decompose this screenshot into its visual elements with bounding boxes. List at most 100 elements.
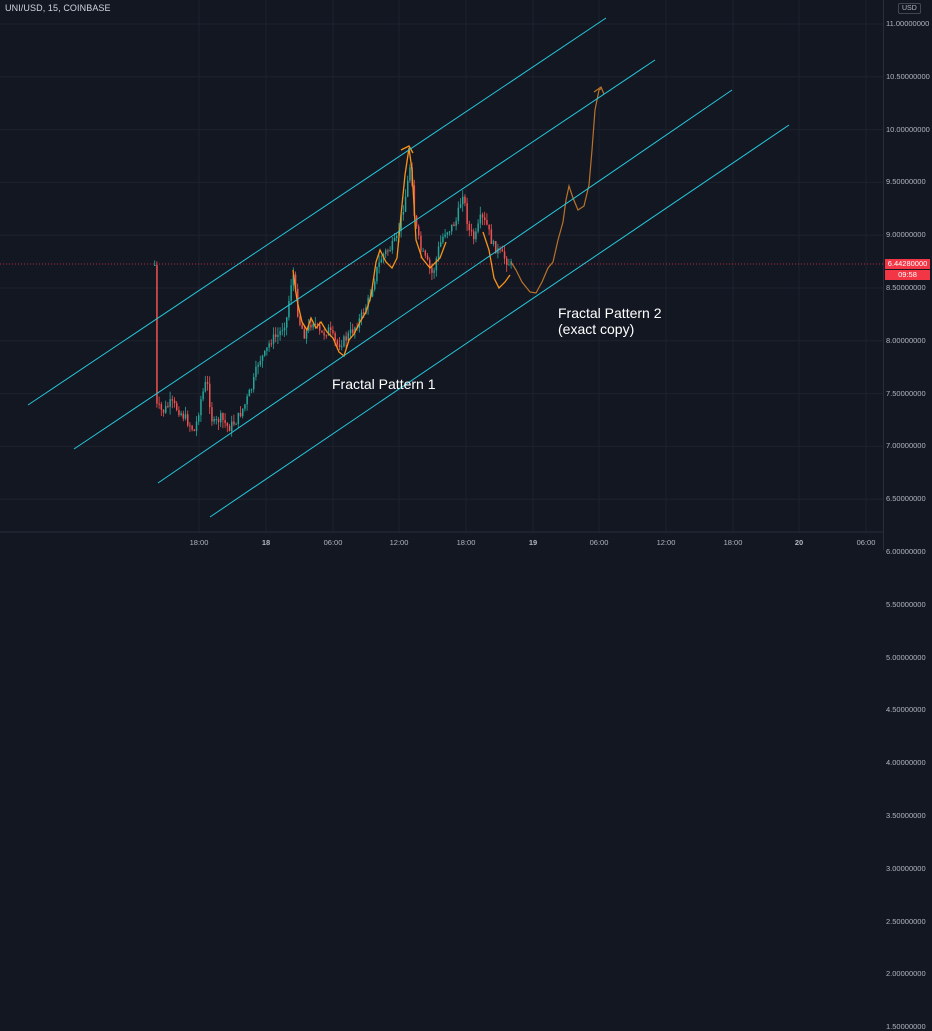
- price-tick: 5.50000000: [886, 599, 926, 609]
- candle-body: [248, 389, 251, 397]
- candle-body: [455, 220, 457, 226]
- candle-body: [466, 203, 468, 224]
- candle-body: [235, 423, 237, 425]
- drawings: [292, 86, 605, 358]
- candle-body: [323, 332, 325, 336]
- candle-body: [292, 274, 295, 286]
- price-tick: 5.00000000: [886, 652, 926, 662]
- candle-body: [387, 250, 389, 252]
- candle-body: [435, 258, 438, 271]
- candle-body: [180, 413, 182, 416]
- candle-body: [437, 246, 440, 259]
- candle-body: [242, 408, 244, 417]
- candle-body: [283, 327, 286, 331]
- candle-body: [380, 259, 383, 263]
- candle-body: [503, 251, 506, 259]
- price-tick: 4.00000000: [886, 758, 926, 768]
- price-tick: 2.00000000: [886, 969, 926, 979]
- candle-body: [424, 250, 427, 256]
- time-tick: 18:00: [456, 538, 476, 547]
- currency-badge[interactable]: USD: [898, 3, 921, 14]
- fractal-pattern-2-projection: [510, 87, 603, 294]
- candle-body: [301, 324, 303, 329]
- fractal-pattern-2-sublabel[interactable]: (exact copy): [558, 321, 635, 337]
- candle-body: [191, 425, 193, 430]
- candle-body: [440, 242, 442, 247]
- candle-body: [347, 333, 350, 341]
- candle-body: [277, 335, 279, 337]
- candle-body: [259, 360, 262, 365]
- channel-line-4: [209, 124, 790, 518]
- projection-arrow-icon: [593, 86, 605, 95]
- candle-body: [198, 415, 200, 422]
- candle-body: [290, 285, 292, 301]
- candle-body: [407, 180, 409, 197]
- candle-body: [473, 231, 475, 240]
- candle-body: [429, 259, 431, 268]
- candle-body: [211, 407, 213, 422]
- chart-area[interactable]: UNI/USD, 15, COINBASE Fractal Pattern 1 …: [0, 0, 883, 1028]
- candle-body: [305, 330, 308, 339]
- candle-body: [228, 425, 231, 432]
- candle-body: [294, 274, 297, 289]
- candle-body: [158, 403, 160, 405]
- candle-body: [316, 324, 319, 326]
- price-tick: 1.50000000: [886, 1022, 926, 1031]
- candle-body: [420, 235, 422, 251]
- candle-body: [492, 241, 495, 245]
- candle-body: [360, 312, 363, 319]
- candle-body: [431, 267, 433, 273]
- candle-body: [453, 224, 455, 226]
- channel-line-2: [73, 59, 656, 450]
- candle-body: [376, 266, 378, 282]
- candle-body: [253, 376, 255, 390]
- candle-body: [479, 214, 482, 224]
- candle-body: [391, 240, 394, 251]
- fractal-pattern-2-label[interactable]: Fractal Pattern 2: [558, 305, 662, 321]
- candle-body: [367, 297, 369, 308]
- price-chart[interactable]: [0, 0, 883, 1028]
- candle-body: [374, 281, 376, 290]
- pattern-1-tail-drawing: [482, 231, 511, 290]
- candle-body: [486, 220, 488, 225]
- price-tick: 3.00000000: [886, 863, 926, 873]
- candle-body: [444, 234, 446, 237]
- candle-body: [341, 346, 343, 348]
- price-tick: 9.50000000: [886, 177, 926, 187]
- candle-body: [426, 255, 429, 260]
- candle-body: [288, 300, 290, 318]
- candle-body: [506, 258, 508, 265]
- pattern-1-peak-marker: [400, 145, 414, 154]
- candle-body: [255, 366, 257, 377]
- channel-line-1: [27, 17, 607, 406]
- candle-body: [477, 223, 479, 232]
- candle-body: [268, 343, 270, 348]
- candle-body: [396, 235, 398, 238]
- candle-body: [182, 413, 185, 419]
- candle-body: [422, 250, 424, 252]
- candle-body: [272, 334, 275, 344]
- candle-body: [508, 264, 510, 266]
- candle-body: [343, 336, 345, 347]
- candle-body: [233, 421, 235, 425]
- symbol-label[interactable]: UNI/USD, 15, COINBASE: [5, 3, 111, 13]
- price-tick: 8.50000000: [886, 283, 926, 292]
- candle-body: [204, 382, 207, 392]
- candle-body: [448, 231, 451, 233]
- fractal-pattern-1-label[interactable]: Fractal Pattern 1: [332, 376, 436, 392]
- candle-body: [334, 333, 336, 341]
- candle-body: [299, 316, 301, 325]
- price-scale[interactable]: USD 11.00000000 10.50000000 10.00000000 9.5…: [883, 0, 932, 1031]
- price-tick: 8.00000000: [886, 335, 926, 345]
- candle-body: [237, 412, 240, 424]
- candle-body: [239, 412, 242, 417]
- candle-body: [354, 327, 356, 333]
- candle-body: [217, 419, 220, 423]
- time-tick: 12:00: [656, 538, 676, 547]
- candle-body: [193, 429, 196, 431]
- candle-body: [345, 336, 347, 341]
- candle-body: [200, 399, 202, 416]
- candle-body: [385, 250, 387, 254]
- candle-body: [195, 421, 198, 431]
- price-tick: 4.50000000: [886, 705, 926, 715]
